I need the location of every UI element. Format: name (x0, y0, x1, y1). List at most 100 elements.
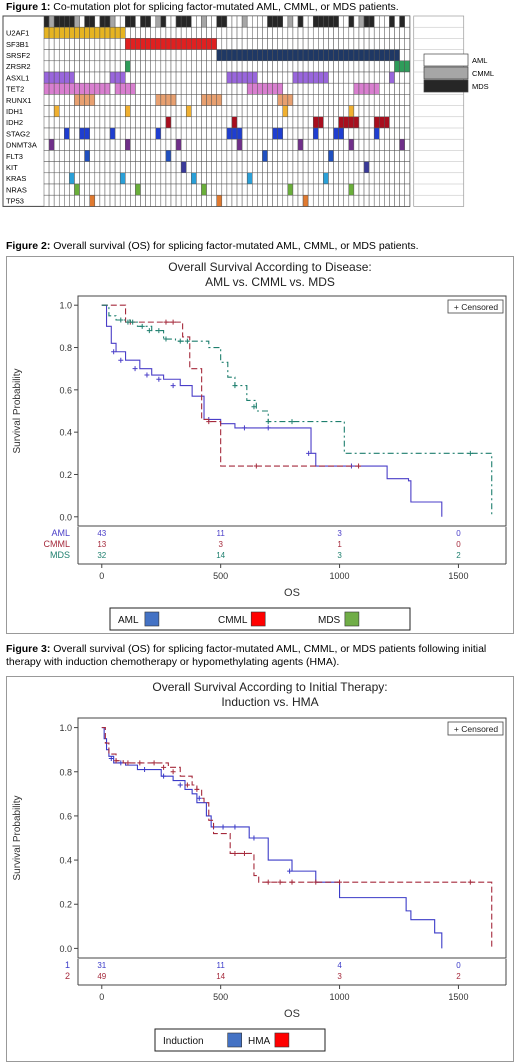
mutation-cell (262, 127, 268, 140)
mutation-cell (79, 127, 85, 140)
mutation-cell (272, 183, 278, 196)
mutation-cell (64, 38, 70, 50)
mutation-cell (272, 194, 278, 207)
mutation-cell (216, 82, 223, 95)
mutation-cell (241, 161, 248, 174)
mutation-cell (318, 116, 324, 129)
mutation-cell (368, 161, 375, 174)
mutation-cell (292, 26, 299, 39)
chart-title: Overall Survival According to Initial Th… (152, 680, 387, 694)
mutation-cell (262, 26, 268, 39)
mutation-cell (246, 49, 253, 62)
disease-cell (84, 15, 90, 28)
disease-cell (155, 15, 162, 28)
mutation-cell (384, 49, 390, 62)
mutation-cell (246, 38, 253, 50)
mutation-cell (211, 161, 217, 174)
mutation-cell (145, 138, 151, 151)
x-tick-label: 1500 (448, 992, 468, 1002)
mutation-cell (145, 94, 151, 106)
mutation-cell (89, 183, 96, 196)
mutation-cell (104, 71, 111, 84)
mutation-cell (338, 127, 344, 140)
mutation-cell (99, 150, 106, 162)
mutation-cell (165, 71, 172, 84)
mutation-cell (404, 49, 411, 62)
mutation-cell (338, 161, 344, 174)
mutation-cell (226, 116, 233, 129)
risk-value: 0 (456, 529, 461, 538)
censor-mark-aml (306, 450, 312, 456)
mutation-cell (379, 82, 385, 95)
mutation-cell (328, 94, 334, 106)
disease-cell (338, 15, 344, 28)
mutation-cell (404, 138, 411, 151)
censor-mark-induction (177, 782, 183, 788)
mutation-cell (328, 161, 334, 174)
disease-cell (363, 15, 370, 28)
mutation-cell (150, 172, 157, 185)
risk-value: 3 (218, 540, 223, 549)
mutation-cell (302, 138, 309, 151)
mutation-cell (175, 38, 182, 50)
mutation-cell (297, 138, 304, 151)
mutation-cell (196, 194, 202, 207)
mutation-cell (53, 150, 60, 162)
legend-swatch-aml (423, 53, 469, 67)
mutation-cell (155, 49, 162, 62)
mutation-cell (267, 194, 273, 207)
mutation-cell (160, 172, 167, 185)
mutation-cell (175, 116, 182, 129)
mutation-cell (318, 150, 324, 162)
mutation-cell (201, 71, 207, 84)
mutation-cell (109, 150, 116, 162)
mutation-cell (94, 26, 101, 39)
mutation-cell (257, 82, 263, 95)
mutation-cell (175, 172, 182, 185)
mutation-cell (252, 194, 258, 207)
mutation-cell (79, 71, 85, 84)
mutation-cell (125, 161, 131, 174)
mutation-cell (221, 183, 228, 196)
mutation-cell (74, 172, 80, 185)
mutation-cell (404, 150, 411, 162)
mutation-cell (277, 60, 284, 73)
mutation-cell (125, 172, 131, 185)
mutation-cell (302, 71, 309, 84)
mutation-cell (145, 127, 151, 140)
mutation-cell (48, 138, 55, 151)
mutation-cell (43, 60, 50, 73)
mutation-cell (363, 105, 370, 118)
mutation-cell (48, 60, 55, 73)
mutation-cell (99, 116, 106, 129)
mutation-cell (318, 105, 324, 118)
mutation-cell (119, 161, 126, 174)
mutation-cell (48, 26, 55, 39)
mutation-cell (165, 38, 172, 50)
mutation-cell (84, 127, 90, 140)
mutation-cell (206, 194, 212, 207)
mutation-cell (89, 49, 96, 62)
y-tick-label: 1.0 (59, 723, 72, 733)
mutation-cell (69, 60, 75, 73)
mutation-cell (89, 94, 96, 106)
mutation-cell (58, 82, 65, 95)
gene-label-idh1: IDH1 (6, 107, 23, 116)
mutation-cell (74, 194, 80, 207)
disease-cell (368, 15, 375, 28)
mutation-cell (282, 94, 289, 106)
mutation-cell (368, 138, 375, 151)
mutation-cell (348, 105, 355, 118)
mutation-cell (384, 38, 390, 50)
mutation-cell (292, 105, 299, 118)
mutation-cell (307, 161, 314, 174)
mutation-cell (267, 82, 273, 95)
mutation-cell (287, 105, 294, 118)
mutation-cell (180, 105, 187, 118)
mutation-cell (58, 194, 65, 207)
mutation-cell (252, 116, 258, 129)
mutation-cell (277, 82, 284, 95)
mutation-cell (104, 38, 111, 50)
mutation-cell (277, 127, 284, 140)
mutation-cell (53, 116, 60, 129)
